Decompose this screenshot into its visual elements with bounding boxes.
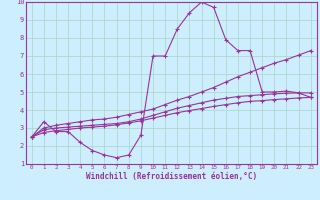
X-axis label: Windchill (Refroidissement éolien,°C): Windchill (Refroidissement éolien,°C) bbox=[86, 172, 257, 181]
